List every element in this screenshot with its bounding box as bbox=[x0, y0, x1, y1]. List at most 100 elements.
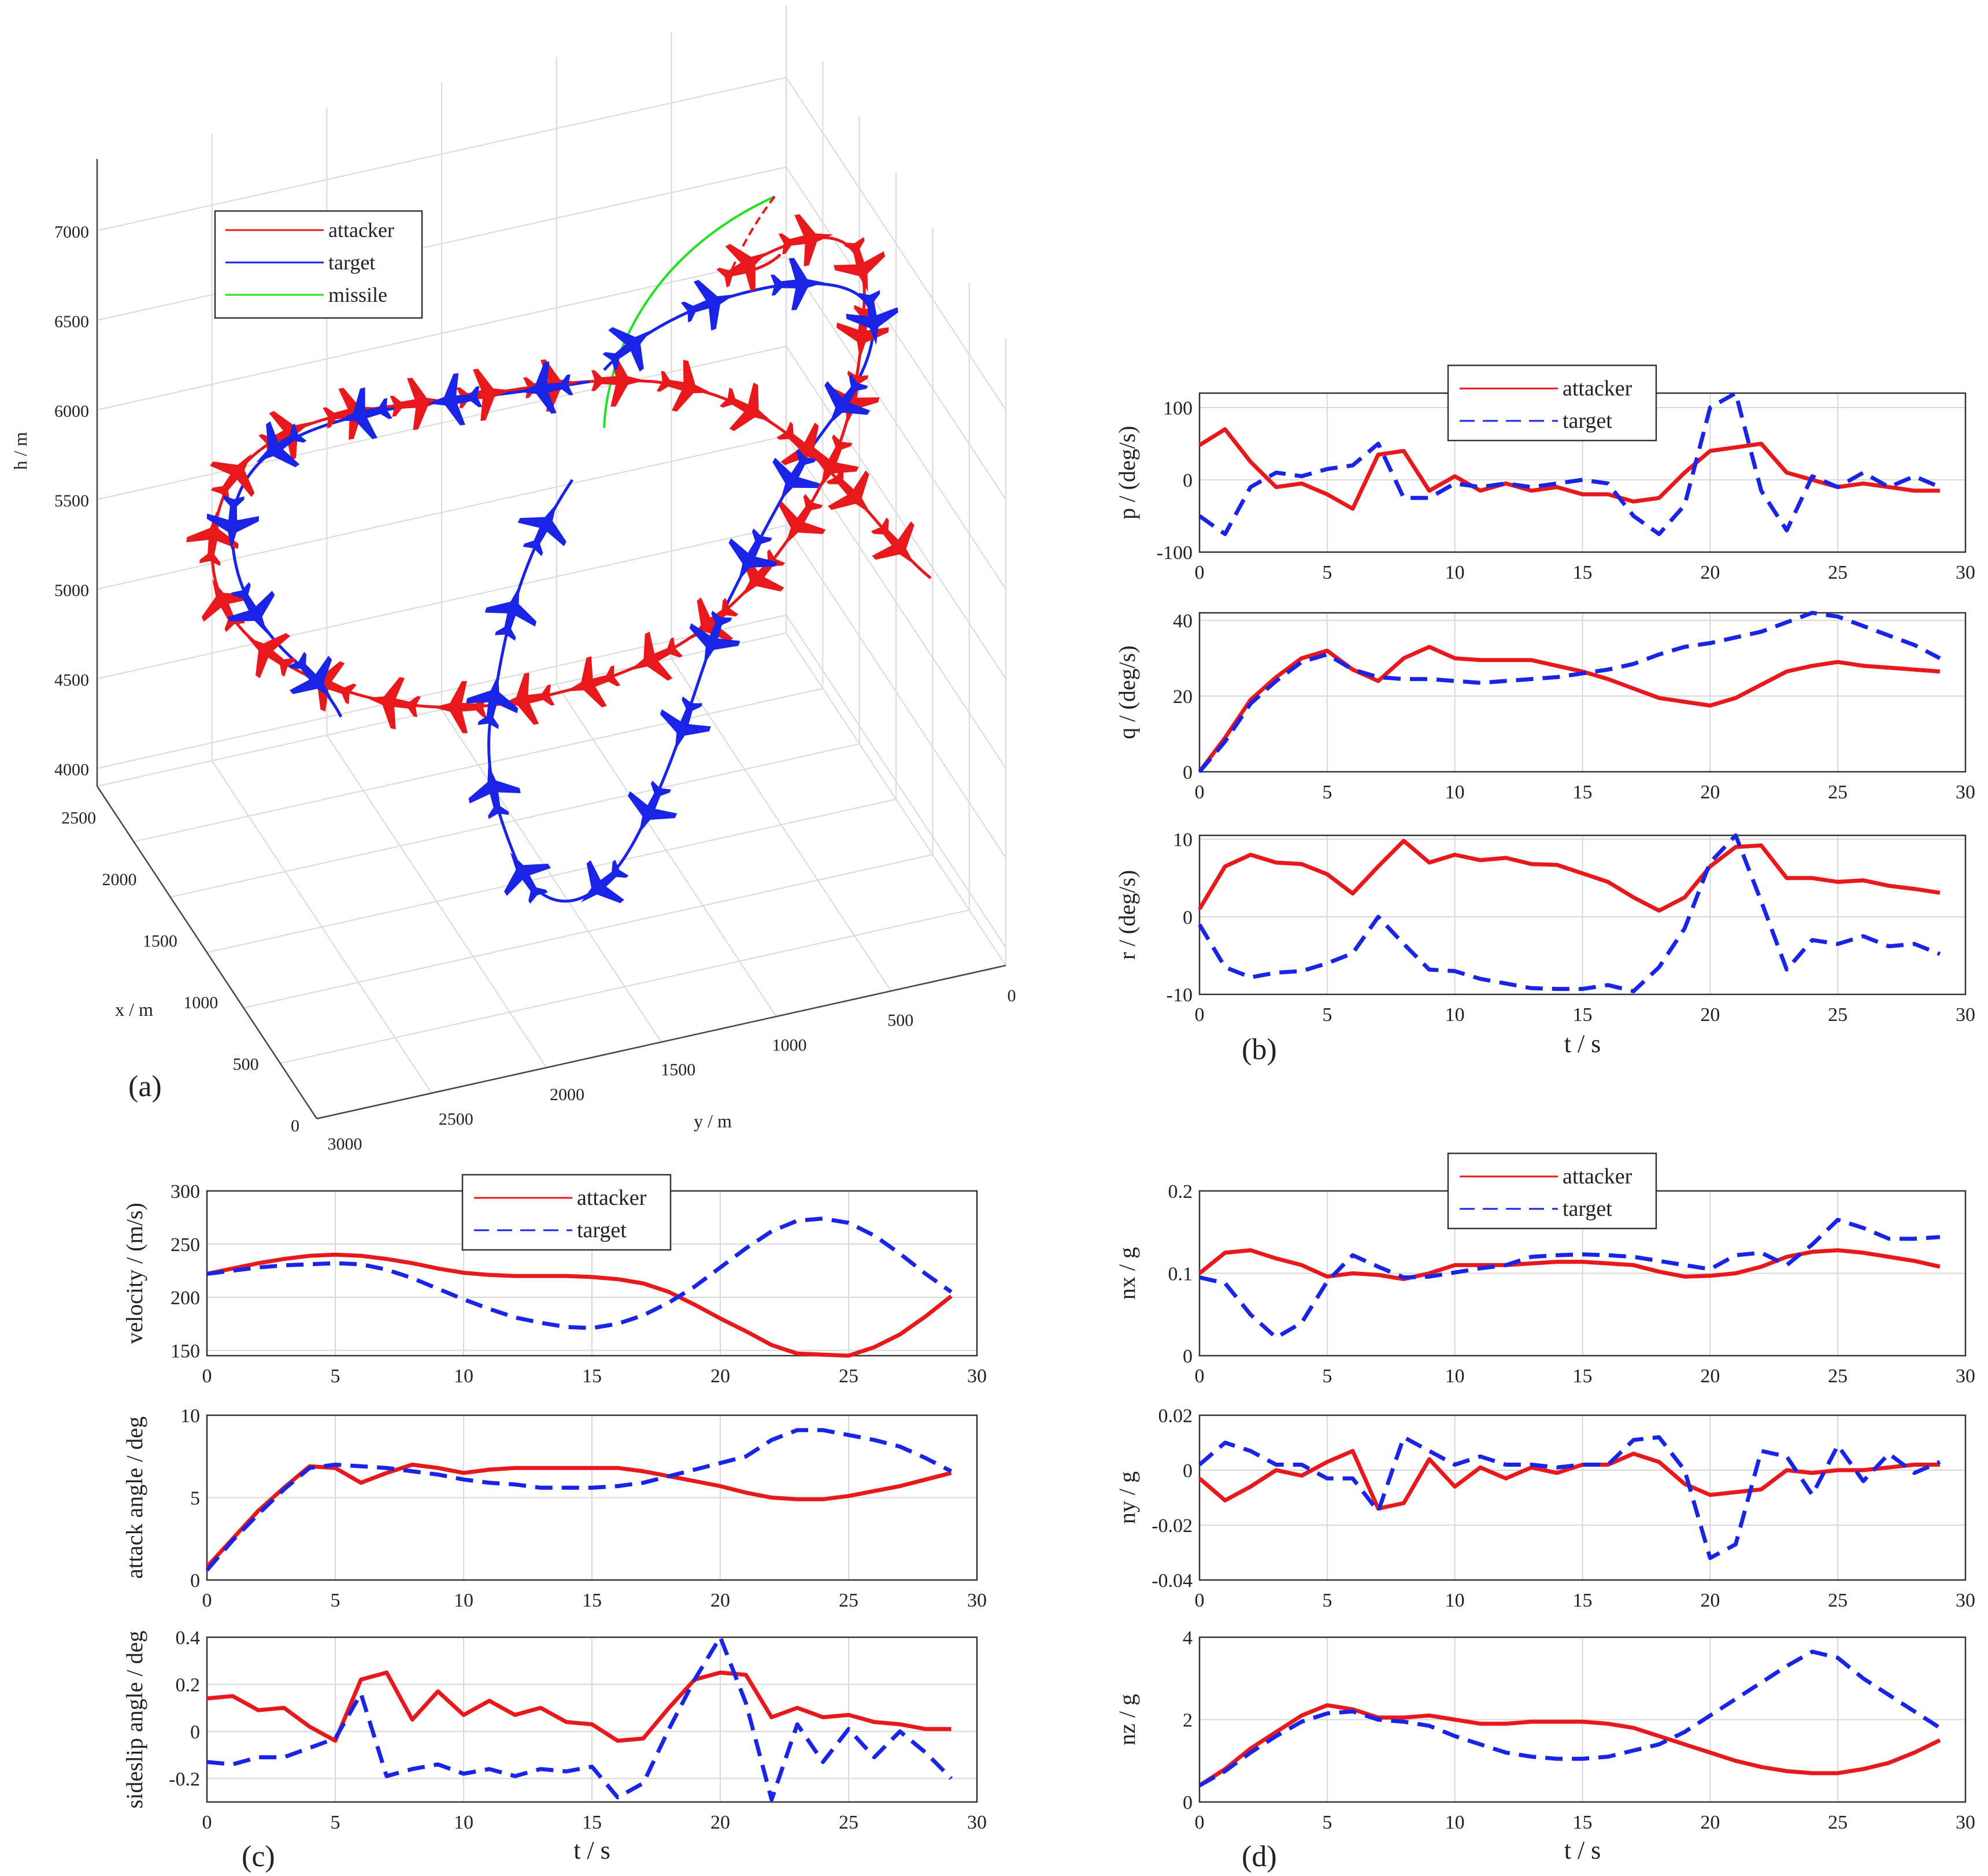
x-tick-label: 10 bbox=[454, 1812, 473, 1833]
wall-grid-line bbox=[786, 77, 1006, 410]
x-tick-label: 10 bbox=[1445, 562, 1465, 583]
series-line-attacker bbox=[1198, 427, 1940, 511]
y-tick-label: 0 bbox=[190, 1722, 200, 1743]
x-tick-label: 25 bbox=[1828, 1590, 1848, 1611]
x-axis-label: x / m bbox=[115, 999, 153, 1020]
x-tick-label: 10 bbox=[1445, 1590, 1465, 1611]
aircraft-icon bbox=[566, 656, 621, 708]
aircraft-icon bbox=[630, 631, 683, 681]
aircraft-icon bbox=[210, 453, 255, 503]
y-tick-label: 2000 bbox=[550, 1085, 584, 1104]
legend: attacker target bbox=[1447, 1152, 1657, 1230]
legend-label-target: target bbox=[1563, 409, 1612, 433]
y-tick-label: 2 bbox=[1183, 1710, 1193, 1731]
x-tick-label: 20 bbox=[1700, 1004, 1720, 1026]
x-tick-label: 5 bbox=[1322, 562, 1332, 583]
x-tick-label: 5 bbox=[331, 1590, 340, 1611]
z-tick-label: 4500 bbox=[54, 671, 89, 690]
floor-grid-line bbox=[280, 909, 969, 1064]
x-axis-label: t / s bbox=[1564, 1836, 1601, 1864]
x-tick-label: 25 bbox=[1828, 1812, 1848, 1833]
y-tick-label: 0 bbox=[1183, 1460, 1193, 1482]
series-line-attacker bbox=[1198, 645, 1941, 774]
subplot-d-1: 0 5 10 15 20 25 30 -0.04 -0.02 0 0.02 ny / g bbox=[1114, 1405, 1975, 1611]
x-tick-label: 2000 bbox=[102, 870, 137, 889]
y-axis-label: ny / g bbox=[1114, 1471, 1140, 1524]
x-tick-label: 0 bbox=[202, 1590, 212, 1611]
legend: attacker target bbox=[1447, 364, 1657, 442]
aircraft-icon bbox=[256, 421, 307, 468]
z-tick-label: 5500 bbox=[54, 491, 89, 510]
axes-box bbox=[206, 1636, 978, 1803]
aircraft-icon bbox=[602, 327, 652, 372]
series-line-target bbox=[1198, 610, 1941, 774]
y-axis-label: attack angle / deg bbox=[121, 1416, 147, 1579]
series-line-attacker bbox=[206, 1670, 952, 1743]
y-tick-label: 0.2 bbox=[1168, 1181, 1193, 1202]
legend-box bbox=[1447, 1152, 1657, 1230]
x-tick-label: 10 bbox=[454, 1590, 473, 1611]
aircraft-icon bbox=[741, 549, 786, 597]
attacker-missile-link bbox=[728, 195, 776, 276]
x-tick-label: 15 bbox=[582, 1812, 602, 1833]
x-tick-label: 20 bbox=[1700, 1366, 1720, 1387]
y-tick-label: 0 bbox=[1183, 470, 1193, 491]
y-axis-label: velocity / (m/s) bbox=[121, 1202, 147, 1344]
panel-d-load-factors: 0 5 10 15 20 25 3000.10.2nx / g0 5 10 15 20 25 30-0.… bbox=[1114, 1152, 1975, 1864]
y-tick-label: 100 bbox=[1163, 398, 1193, 419]
panel-a-3d-trajectory: 4000450050005500600065007000050010001500… bbox=[10, 6, 1016, 1153]
series-line-target bbox=[206, 1635, 953, 1802]
panel-label-b: (b) bbox=[1242, 1033, 1277, 1066]
aircraft-icon bbox=[466, 674, 519, 729]
legend-label-attacker: attacker bbox=[328, 219, 394, 242]
x-tick-label: 20 bbox=[1700, 562, 1720, 583]
aircraft-icon bbox=[660, 696, 711, 751]
aircraft-icon bbox=[689, 610, 741, 665]
axes-box bbox=[1198, 1414, 1967, 1581]
subplot-c-2: 0 5 10 15 20 25 30 -0.2 0 0.2 0.4 sideslip angle / … bbox=[121, 1627, 987, 1833]
z-tick-label: 5000 bbox=[54, 581, 89, 600]
series-line-target bbox=[206, 1216, 953, 1330]
aircraft-icon bbox=[680, 280, 735, 331]
subplot-d-2: 0 5 10 15 20 25 30 0 2 4 nz / g bbox=[1114, 1627, 1975, 1833]
x-tick-label: 15 bbox=[1573, 562, 1593, 583]
x-tick-label: 10 bbox=[454, 1366, 473, 1387]
y-axis-label: nx / g bbox=[1114, 1247, 1140, 1300]
aircraft-icon bbox=[323, 387, 378, 440]
x-tick-label: 25 bbox=[1828, 1366, 1848, 1387]
aircraft-icon bbox=[656, 360, 712, 412]
x-axis-label: t / s bbox=[1564, 1030, 1601, 1058]
legend: attacker target missile bbox=[214, 210, 423, 319]
axes-box bbox=[206, 1414, 978, 1581]
aircraft-icon bbox=[809, 434, 859, 488]
subplot-b-1: 0 5 10 15 20 25 30 0 20 40 q / (deg/s) bbox=[1114, 610, 1975, 803]
aircraft-icon bbox=[826, 467, 871, 514]
y-tick-label: 1500 bbox=[661, 1060, 695, 1079]
missile-trajectory bbox=[603, 195, 775, 428]
panel-label-d: (d) bbox=[1242, 1840, 1277, 1873]
series-line-target bbox=[1198, 391, 1941, 536]
aircraft-icon bbox=[499, 672, 555, 725]
x-tick-label: 30 bbox=[967, 1366, 987, 1387]
aircraft-icon bbox=[456, 368, 511, 421]
z-tick-label: 4000 bbox=[54, 760, 89, 779]
wall-grid-line bbox=[97, 76, 787, 232]
aircraft-icon bbox=[728, 528, 778, 581]
x-tick-label: 500 bbox=[233, 1055, 259, 1074]
aircraft-icon bbox=[719, 382, 772, 431]
aircraft-icon bbox=[772, 449, 820, 501]
legend-label-target: target bbox=[1563, 1197, 1612, 1221]
panel-label-a: (a) bbox=[128, 1070, 162, 1103]
x-tick-label: 1500 bbox=[143, 932, 177, 951]
series-line-attacker bbox=[206, 1252, 953, 1358]
series-line-target bbox=[1198, 1435, 1941, 1560]
y-tick-label: 0 bbox=[1183, 1346, 1193, 1367]
x-tick-label: 0 bbox=[1195, 1812, 1205, 1833]
aircraft-icon bbox=[628, 780, 678, 834]
axes-box bbox=[1198, 1636, 1967, 1803]
wall-grid-line bbox=[97, 256, 787, 411]
wall-grid-line bbox=[786, 435, 1006, 769]
x-tick-label: 25 bbox=[839, 1590, 858, 1611]
